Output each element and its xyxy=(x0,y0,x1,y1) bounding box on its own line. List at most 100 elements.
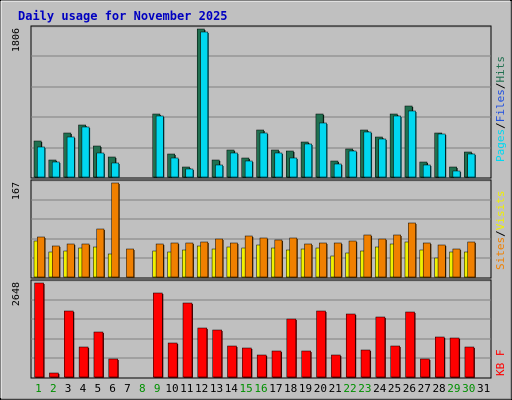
legend-visits-panel: Sites/Visits xyxy=(494,191,507,271)
bar-kbytes-day-29 xyxy=(449,337,460,378)
day-label-1: 1 xyxy=(35,382,42,395)
day-label-22: 22 xyxy=(343,382,356,395)
bar-sites-day-19 xyxy=(304,243,312,278)
bar-sites-day-9 xyxy=(155,243,164,278)
legend-kbytes-panel: KB F xyxy=(494,350,507,377)
bar-kbytes-day-20 xyxy=(316,310,326,378)
day-label-18: 18 xyxy=(284,382,297,395)
bar-sites-day-30 xyxy=(467,241,476,278)
bar-pages-day-22 xyxy=(348,150,357,178)
day-label-15: 15 xyxy=(240,382,253,395)
bar-pages-day-21 xyxy=(333,163,342,178)
legend-visits: Visits xyxy=(494,191,507,231)
bar-kbytes-day-22 xyxy=(345,313,356,378)
day-label-10: 10 xyxy=(165,382,178,395)
day-label-30: 30 xyxy=(462,382,475,395)
bar-sites-day-20 xyxy=(319,242,327,278)
bar-sites-day-4 xyxy=(81,243,90,278)
day-label-26: 26 xyxy=(403,382,416,395)
bar-sites-day-5 xyxy=(96,228,105,278)
bar-kbytes-day-24 xyxy=(375,316,386,378)
bar-pages-day-20 xyxy=(319,122,327,178)
bar-sites-day-27 xyxy=(422,242,431,278)
bar-pages-day-12 xyxy=(200,31,209,178)
day-label-16: 16 xyxy=(254,382,267,395)
bar-kbytes-day-5 xyxy=(93,331,104,378)
bar-pages-day-23 xyxy=(363,131,372,178)
bar-pages-day-27 xyxy=(422,164,431,178)
bar-kbytes-day-18 xyxy=(286,318,297,378)
bar-sites-day-7 xyxy=(126,248,134,278)
bar-kbytes-day-2 xyxy=(49,372,59,378)
bar-kbytes-day-11 xyxy=(182,302,193,378)
bar-kbytes-day-14 xyxy=(227,345,237,378)
day-label-28: 28 xyxy=(432,382,445,395)
chart-panels: 18061672648Pages/Files/HitsSites/VisitsK… xyxy=(11,25,507,379)
day-label-27: 27 xyxy=(418,382,431,395)
bar-sites-day-10 xyxy=(170,242,179,278)
bar-pages-day-28 xyxy=(437,133,446,178)
bar-pages-day-18 xyxy=(289,157,298,178)
bar-kbytes-day-12 xyxy=(197,327,208,378)
day-label-3: 3 xyxy=(65,382,72,395)
bar-pages-day-29 xyxy=(452,170,461,178)
bar-sites-day-25 xyxy=(393,234,401,278)
legend-pages: Pages xyxy=(494,129,507,162)
day-label-12: 12 xyxy=(195,382,208,395)
day-label-5: 5 xyxy=(94,382,101,395)
bar-sites-day-21 xyxy=(333,242,342,278)
bar-pages-day-6 xyxy=(111,162,120,178)
panel-kbytes: 2648 xyxy=(11,279,492,379)
bar-kbytes-day-30 xyxy=(464,346,475,378)
bar-pages-day-10 xyxy=(170,157,179,178)
bar-kbytes-day-26 xyxy=(405,311,415,378)
bar-kbytes-day-19 xyxy=(301,350,311,378)
bar-pages-day-9 xyxy=(155,115,164,178)
day-label-2: 2 xyxy=(50,382,57,395)
bar-pages-day-4 xyxy=(81,126,90,178)
bar-pages-day-16 xyxy=(259,132,268,178)
panel-visits-sites: 167 xyxy=(11,179,492,279)
day-label-20: 20 xyxy=(314,382,327,395)
legend-kbf: KB F xyxy=(494,350,507,377)
bar-sites-day-2 xyxy=(51,245,60,278)
day-label-14: 14 xyxy=(225,382,239,395)
day-label-7: 7 xyxy=(124,382,131,395)
bar-sites-day-12 xyxy=(200,241,209,278)
bar-pages-day-1 xyxy=(37,146,45,178)
day-label-31: 31 xyxy=(477,382,490,395)
day-label-29: 29 xyxy=(447,382,460,395)
bar-sites-day-22 xyxy=(348,240,357,278)
bar-sites-day-24 xyxy=(378,238,387,278)
bar-kbytes-day-6 xyxy=(108,358,119,378)
y-max-label: 167 xyxy=(11,182,22,200)
bar-pages-day-11 xyxy=(185,168,194,178)
bar-kbytes-day-27 xyxy=(420,358,430,378)
day-label-17: 17 xyxy=(269,382,282,395)
legend-hits: Hits xyxy=(494,56,507,83)
bar-pages-day-3 xyxy=(66,136,75,178)
day-label-6: 6 xyxy=(109,382,116,395)
bar-kbytes-day-15 xyxy=(242,347,252,378)
day-label-13: 13 xyxy=(210,382,223,395)
bar-pages-day-5 xyxy=(96,152,105,178)
chart-title: Daily usage for November 2025 xyxy=(18,9,228,23)
bar-sites-day-14 xyxy=(230,242,238,278)
bar-sites-day-16 xyxy=(259,237,268,278)
day-label-9: 9 xyxy=(154,382,161,395)
bar-sites-day-26 xyxy=(408,222,416,278)
y-max-label: 1806 xyxy=(11,28,22,52)
x-axis-day-labels: 1 2 3 4 5 6 7 8 9 10 11 12 13 14 15 16 17 18 19 20 21 22 23 24 2… xyxy=(35,382,490,395)
day-label-8: 8 xyxy=(139,382,146,395)
bar-pages-day-13 xyxy=(215,164,223,178)
bar-sites-day-11 xyxy=(185,242,194,278)
day-label-19: 19 xyxy=(299,382,312,395)
bar-kbytes-day-9 xyxy=(153,292,163,378)
legend-sites: Sites xyxy=(494,237,507,270)
bar-kbytes-day-21 xyxy=(331,354,341,378)
legend-hits-panel: Pages/Files/Hits xyxy=(494,56,507,162)
legend-separator: / xyxy=(494,122,507,129)
bar-kbytes-day-25 xyxy=(390,345,400,378)
bar-pages-day-24 xyxy=(378,138,387,178)
